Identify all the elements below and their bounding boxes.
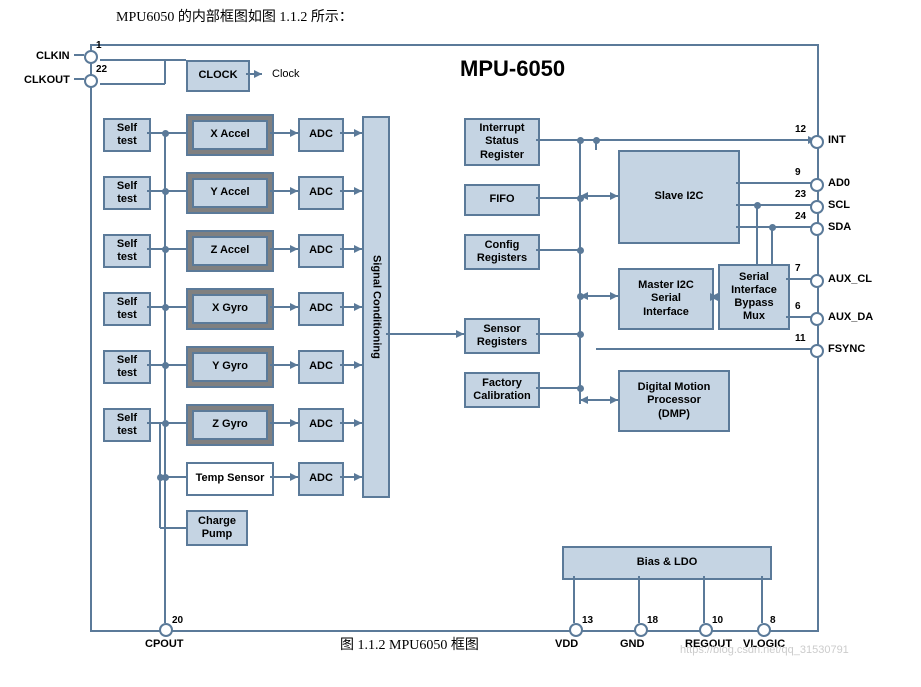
pin-num: 20 [172,615,183,626]
adc-6: ADC [298,462,344,496]
pin-int [810,135,824,149]
pin-ad0 [810,178,824,192]
interrupt-status-register: Interrupt Status Register [464,118,540,166]
clock-block: CLOCK [186,60,250,92]
pin-label: GND [620,638,644,650]
pin-num: 13 [582,615,593,626]
junction-dot [577,247,584,254]
pin-num: 18 [647,615,658,626]
master-i2c: Master I2C Serial Interface [618,268,714,330]
charge-pump: Charge Pump [186,510,248,546]
pin-label-clkout: CLKOUT [24,74,70,86]
self-test-3: Self test [103,292,151,326]
pin-num: 10 [712,615,723,626]
adc-1: ADC [298,176,344,210]
pin-num-1: 1 [96,40,102,51]
self-test-1: Self test [103,176,151,210]
pin-label: INT [828,134,846,146]
junction-dot [162,420,169,427]
watermark: https://blog.csdn.net/qq_31530791 [680,644,849,656]
pin-num: 23 [795,189,806,200]
junction-dot [162,188,169,195]
config-registers: Config Registers [464,234,540,270]
pin-label: VDD [555,638,578,650]
pin-cpout [159,623,173,637]
self-test-5: Self test [103,408,151,442]
factory-calibration: Factory Calibration [464,372,540,408]
sensor-z-gyro: Z Gyro [186,404,274,446]
bypass-mux: Serial Interface Bypass Mux [718,264,790,330]
pin-clkout [84,74,98,88]
junction-dot [769,224,776,231]
pin-label: CPOUT [145,638,184,650]
pin-label: SDA [828,221,851,233]
pin-label: AUX_CL [828,273,872,285]
sensor-y-accel: Y Accel [186,172,274,214]
self-test-0: Self test [103,118,151,152]
sensor-y-gyro: Y Gyro [186,346,274,388]
junction-dot [577,385,584,392]
pin-num: 24 [795,211,806,222]
junction-dot [162,246,169,253]
pin-num: 8 [770,615,776,626]
pin-label: AUX_DA [828,311,873,323]
pin-label: AD0 [828,177,850,189]
self-test-4: Self test [103,350,151,384]
adc-2: ADC [298,234,344,268]
footer-text: 图 1.1.2 MPU6050 框图 [340,634,479,654]
pin-num: 6 [795,301,801,312]
sensor-z-accel: Z Accel [186,230,274,272]
pin-num: 9 [795,167,801,178]
pin-sda [810,222,824,236]
sensor-x-accel: X Accel [186,114,274,156]
pin-scl [810,200,824,214]
clock-out-label: Clock [272,68,300,80]
pin-gnd [634,623,648,637]
fifo: FIFO [464,184,540,216]
pin-vdd [569,623,583,637]
junction-dot [162,304,169,311]
pin-label-clkin: CLKIN [36,50,70,62]
pin-aux_cl [810,274,824,288]
pin-label: FSYNC [828,343,865,355]
pin-regout [699,623,713,637]
self-test-2: Self test [103,234,151,268]
sensor-temp: Temp Sensor [186,462,274,496]
pin-num-22: 22 [96,64,107,75]
adc-3: ADC [298,292,344,326]
pin-fsync [810,344,824,358]
pin-aux_da [810,312,824,326]
junction-dot [162,362,169,369]
signal-conditioning: Signal Conditioning [362,116,390,498]
adc-5: ADC [298,408,344,442]
pin-label: SCL [828,199,850,211]
junction-dot [754,202,761,209]
dmp: Digital Motion Processor (DMP) [618,370,730,432]
junction-dot [577,137,584,144]
pin-vlogic [757,623,771,637]
pin-num: 11 [795,333,806,344]
junction-dot [157,474,164,481]
bias-ldo: Bias & LDO [562,546,772,580]
junction-dot [577,293,584,300]
junction-dot [593,137,600,144]
adc-4: ADC [298,350,344,384]
diagram-page: MPU6050 的内部框图如图 1.1.2 所示： MPU-6050 CLOCK… [0,0,921,687]
pin-num: 12 [795,124,806,135]
sensor-registers: Sensor Registers [464,318,540,354]
pin-clkin [84,50,98,64]
adc-0: ADC [298,118,344,152]
header-text: MPU6050 的内部框图如图 1.1.2 所示： [116,6,353,26]
pin-num: 7 [795,263,801,274]
junction-dot [577,331,584,338]
slave-i2c: Slave I2C [618,150,740,244]
junction-dot [162,130,169,137]
sensor-x-gyro: X Gyro [186,288,274,330]
chip-title: MPU-6050 [460,56,565,82]
junction-dot [577,195,584,202]
